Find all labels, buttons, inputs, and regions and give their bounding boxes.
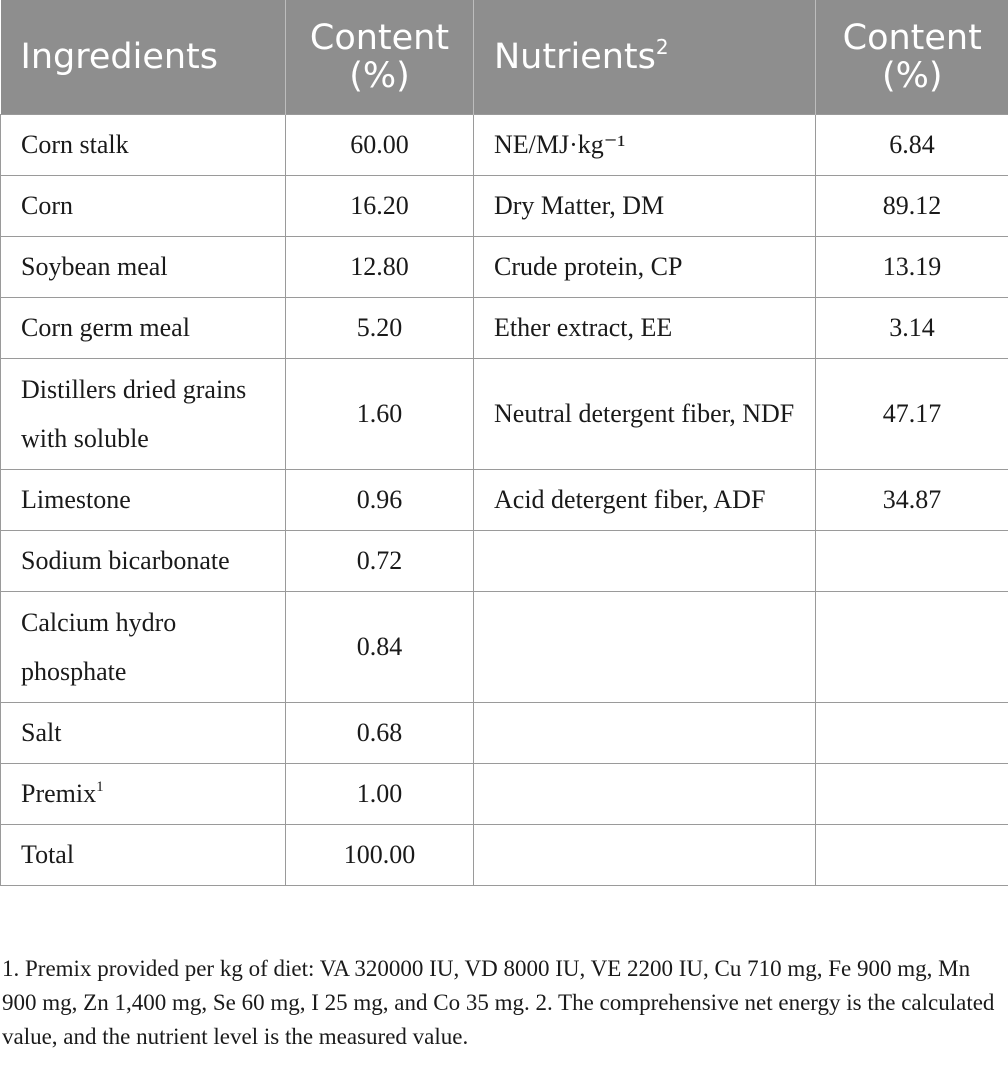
ingredient-content-cell: 0.84: [285, 590, 474, 703]
nutrient-value-cell: [815, 529, 1008, 592]
ingredient-cell: Corn: [0, 174, 286, 237]
ingredient-cell: Limestone: [0, 468, 286, 531]
ingredient-content-cell: 60.00: [285, 113, 474, 176]
nutrient-cell: [473, 529, 816, 592]
header-nutrients-label: Nutrients: [494, 36, 656, 77]
nutrient-cell: Acid detergent fiber, ADF: [473, 468, 816, 531]
table-row: Corn germ meal 5.20 Ether extract, EE 3.…: [0, 296, 1008, 359]
table-footnote: 1. Premix provided per kg of diet: VA 32…: [2, 956, 995, 1049]
ingredient-label: Premix: [21, 779, 97, 808]
ingredient-cell: Corn germ meal: [0, 296, 286, 359]
nutrient-value-cell: 89.12: [815, 174, 1008, 237]
table-row: Sodium bicarbonate 0.72: [0, 529, 1008, 592]
diet-composition-table-container: Ingredients Content (%) Nutrients2 Conte…: [0, 0, 1008, 886]
ingredient-cell: Soybean meal: [0, 235, 286, 298]
header-nutrients: Nutrients2: [473, 0, 816, 114]
table-row: Limestone 0.96 Acid detergent fiber, ADF…: [0, 468, 1008, 531]
ingredient-content-cell: 1.60: [285, 357, 474, 470]
table-row: Corn stalk 60.00 NE/MJ·kg⁻¹ 6.84: [0, 113, 1008, 176]
table-row-total: Total 100.00: [0, 823, 1008, 886]
nutrient-value-cell: 3.14: [815, 296, 1008, 359]
ingredient-cell: Distillers dried grains with soluble: [0, 357, 286, 470]
diet-composition-table: Ingredients Content (%) Nutrients2 Conte…: [0, 0, 1008, 886]
header-nutrients-footnote-mark: 2: [655, 34, 669, 59]
ingredient-content-cell: 1.00: [285, 762, 474, 825]
ingredient-cell: Salt: [0, 701, 286, 764]
ingredient-cell: Sodium bicarbonate: [0, 529, 286, 592]
nutrient-value-cell: [815, 823, 1008, 886]
ingredient-content-cell: 100.00: [285, 823, 474, 886]
table-row: Soybean meal 12.80 Crude protein, CP 13.…: [0, 235, 1008, 298]
nutrient-value-cell: [815, 701, 1008, 764]
ingredient-content-cell: 0.96: [285, 468, 474, 531]
nutrient-value-cell: [815, 762, 1008, 825]
ingredient-content-cell: 0.72: [285, 529, 474, 592]
nutrient-value-cell: 13.19: [815, 235, 1008, 298]
table-row: Calcium hydro phosphate 0.84: [0, 590, 1008, 703]
ingredient-cell: Calcium hydro phosphate: [0, 590, 286, 703]
nutrient-value-cell: 6.84: [815, 113, 1008, 176]
ingredient-content-cell: 16.20: [285, 174, 474, 237]
header-ingredients: Ingredients: [0, 0, 286, 114]
nutrient-value-cell: [815, 590, 1008, 703]
premix-footnote-mark: 1: [96, 779, 104, 795]
nutrient-cell: Ether extract, EE: [473, 296, 816, 359]
table-row: Corn 16.20 Dry Matter, DM 89.12: [0, 174, 1008, 237]
table-row: Premix1 1.00: [0, 762, 1008, 825]
ingredient-content-cell: 5.20: [285, 296, 474, 359]
header-content-nutrients: Content (%): [815, 0, 1008, 114]
nutrient-cell: NE/MJ·kg⁻¹: [473, 113, 816, 176]
nutrient-value-cell: 47.17: [815, 357, 1008, 470]
nutrient-cell: [473, 701, 816, 764]
ingredient-cell: Total: [0, 823, 286, 886]
ingredient-content-cell: 12.80: [285, 235, 474, 298]
nutrient-cell: Dry Matter, DM: [473, 174, 816, 237]
table-row: Distillers dried grains with soluble 1.6…: [0, 357, 1008, 470]
nutrient-cell: Crude protein, CP: [473, 235, 816, 298]
nutrient-cell: [473, 590, 816, 703]
ingredient-content-cell: 0.68: [285, 701, 474, 764]
nutrient-cell: [473, 762, 816, 825]
nutrient-cell: Neutral detergent fiber, NDF: [473, 357, 816, 470]
table-header-row: Ingredients Content (%) Nutrients2 Conte…: [0, 0, 1008, 114]
header-content-ingredients: Content (%): [285, 0, 474, 114]
ingredient-cell: Premix1: [0, 762, 286, 825]
ingredient-cell: Corn stalk: [0, 113, 286, 176]
nutrient-cell: [473, 823, 816, 886]
nutrient-value-cell: 34.87: [815, 468, 1008, 531]
table-row: Salt 0.68: [0, 701, 1008, 764]
